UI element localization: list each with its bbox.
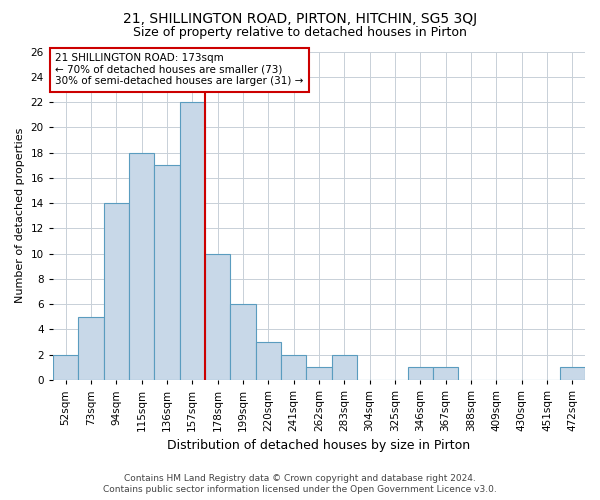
Bar [154,165,179,380]
Bar [104,203,129,380]
Text: 21, SHILLINGTON ROAD, PIRTON, HITCHIN, SG5 3QJ: 21, SHILLINGTON ROAD, PIRTON, HITCHIN, S… [123,12,477,26]
Bar [407,368,433,380]
Bar [433,368,458,380]
Bar [281,354,306,380]
Bar [53,354,78,380]
Bar [230,304,256,380]
Bar [205,254,230,380]
X-axis label: Distribution of detached houses by size in Pirton: Distribution of detached houses by size … [167,440,470,452]
Text: Contains HM Land Registry data © Crown copyright and database right 2024.
Contai: Contains HM Land Registry data © Crown c… [103,474,497,494]
Bar [179,102,205,380]
Text: 21 SHILLINGTON ROAD: 173sqm
← 70% of detached houses are smaller (73)
30% of sem: 21 SHILLINGTON ROAD: 173sqm ← 70% of det… [55,53,304,86]
Bar [256,342,281,380]
Bar [129,152,154,380]
Bar [332,354,357,380]
Y-axis label: Number of detached properties: Number of detached properties [15,128,25,304]
Bar [78,317,104,380]
Text: Size of property relative to detached houses in Pirton: Size of property relative to detached ho… [133,26,467,39]
Bar [306,368,332,380]
Bar [560,368,585,380]
